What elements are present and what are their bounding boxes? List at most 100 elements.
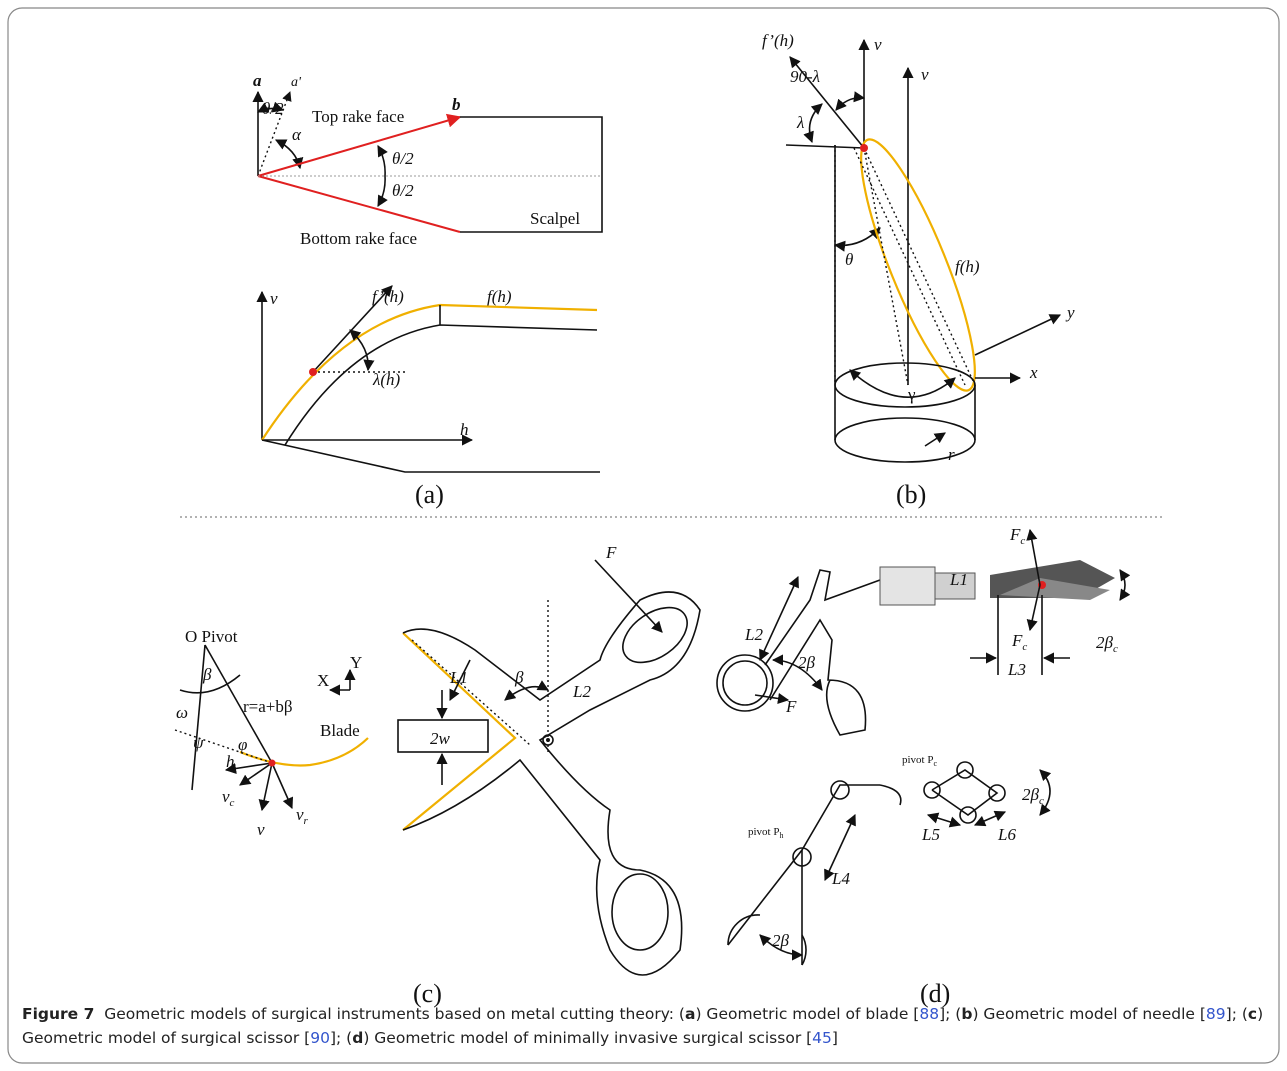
- label: 2β: [772, 931, 790, 950]
- shape: [925, 433, 945, 446]
- shape: [595, 560, 662, 632]
- caption-text: a: [685, 1005, 695, 1023]
- label: f’(h): [762, 31, 794, 50]
- label: β: [514, 668, 524, 687]
- label: Bottom rake face: [300, 229, 417, 248]
- label: F: [1011, 631, 1023, 650]
- label: L1: [949, 570, 968, 589]
- label: h: [226, 752, 235, 771]
- shape: [269, 760, 276, 767]
- shape: [613, 596, 697, 673]
- page: a a' θ/2 α Top rake face b θ/2 θ/2 Scalp…: [0, 0, 1287, 1071]
- label: r: [304, 815, 309, 827]
- label: θ/2: [392, 181, 414, 200]
- label: L2: [744, 625, 763, 644]
- panel-b: f’(h) v 90-λ v λ θ f(h) y x γ r (b): [762, 31, 1075, 509]
- label: a: [253, 71, 262, 90]
- label: Blade: [320, 721, 360, 740]
- label: θ/2: [392, 149, 414, 168]
- label: y: [1065, 303, 1075, 322]
- label: ω: [176, 703, 188, 722]
- shape: [975, 315, 1060, 355]
- shape: 2βc: [1022, 785, 1044, 807]
- shape: [786, 145, 864, 148]
- label: b: [452, 95, 461, 114]
- caption-text: ]; (: [330, 1029, 352, 1047]
- caption-text: ) Geometric model of needle [: [972, 1005, 1205, 1023]
- shape: [836, 98, 864, 110]
- label: F: [605, 543, 617, 562]
- shape: [723, 661, 767, 705]
- label: β: [202, 665, 212, 684]
- shape: pivot Ph: [748, 826, 783, 840]
- label: r=a+bβ: [243, 697, 293, 716]
- label: c: [1022, 641, 1027, 653]
- shape: [546, 738, 550, 742]
- label: λ: [796, 113, 804, 132]
- caption: Figure 7 Geometric models of surgical in…: [22, 1002, 1267, 1050]
- label: Top rake face: [312, 107, 404, 126]
- label: pivot P: [902, 754, 933, 766]
- shape: [612, 874, 668, 950]
- caption-text: Figure 7: [22, 1005, 94, 1023]
- label: X: [317, 671, 329, 690]
- panel-c: O Pivot β X Y ω r=a+bβ Blade ψ φ h vc v …: [175, 543, 700, 1008]
- shape: [378, 176, 385, 206]
- shape: [864, 148, 908, 385]
- label: 2β: [1022, 785, 1040, 804]
- label: c: [1020, 535, 1025, 547]
- caption-text: ) Geometric model of minimally invasive …: [363, 1029, 812, 1047]
- label: v: [270, 289, 278, 308]
- shape: vr: [296, 805, 309, 827]
- shape: [760, 577, 798, 660]
- caption-text: 90: [310, 1029, 330, 1047]
- shape: [810, 104, 822, 142]
- shape: [262, 763, 272, 810]
- label: a': [291, 75, 302, 90]
- label: 90-λ: [790, 67, 820, 86]
- label: L5: [921, 825, 940, 844]
- caption-text: 89: [1206, 1005, 1226, 1023]
- shape: Fc: [1009, 525, 1025, 547]
- label: f(h): [955, 257, 980, 276]
- shape: [309, 368, 317, 376]
- label: α: [292, 125, 302, 144]
- label: θ: [845, 250, 853, 269]
- label: x: [1029, 363, 1038, 382]
- shape: [285, 325, 597, 445]
- panel-a: a a' θ/2 α Top rake face b θ/2 θ/2 Scalp…: [253, 71, 602, 509]
- label: O Pivot: [185, 627, 238, 646]
- shape: [975, 812, 1005, 825]
- label: ψ: [193, 733, 204, 752]
- shape: [1120, 570, 1125, 600]
- caption-text: d: [352, 1029, 363, 1047]
- label: h: [779, 831, 783, 840]
- label: L3: [1007, 660, 1026, 679]
- label: Scalpel: [530, 209, 580, 228]
- label: λ(h): [372, 370, 401, 389]
- shape: [258, 176, 460, 232]
- label: f(h): [487, 287, 512, 306]
- shape: [880, 567, 935, 605]
- shape: [240, 738, 368, 765]
- shape: [831, 781, 849, 799]
- shape: [850, 370, 955, 397]
- label: 2w: [430, 729, 451, 748]
- label: L2: [572, 682, 591, 701]
- caption-text: 88: [919, 1005, 939, 1023]
- label: v: [921, 65, 929, 84]
- shape: [765, 570, 880, 665]
- shape: [378, 146, 385, 176]
- label: φ: [238, 735, 247, 754]
- label: c: [230, 797, 235, 809]
- label: θ/2: [262, 99, 284, 118]
- label: (b): [896, 480, 926, 509]
- shape: [403, 592, 700, 975]
- shape: [1040, 770, 1050, 815]
- caption-text: Geometric models of surgical instruments…: [104, 1005, 685, 1023]
- label: F: [785, 697, 797, 716]
- label: (a): [415, 480, 444, 509]
- shape: [240, 763, 272, 785]
- caption-text: ]; (: [1226, 1005, 1248, 1023]
- label: 2β: [798, 653, 816, 672]
